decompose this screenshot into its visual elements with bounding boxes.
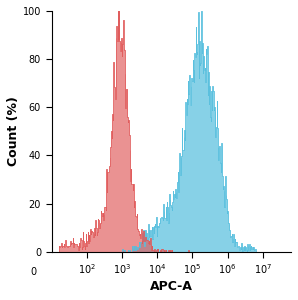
X-axis label: APC-A: APC-A	[150, 280, 193, 293]
Y-axis label: Count (%): Count (%)	[7, 96, 20, 166]
Text: 0: 0	[30, 267, 37, 277]
